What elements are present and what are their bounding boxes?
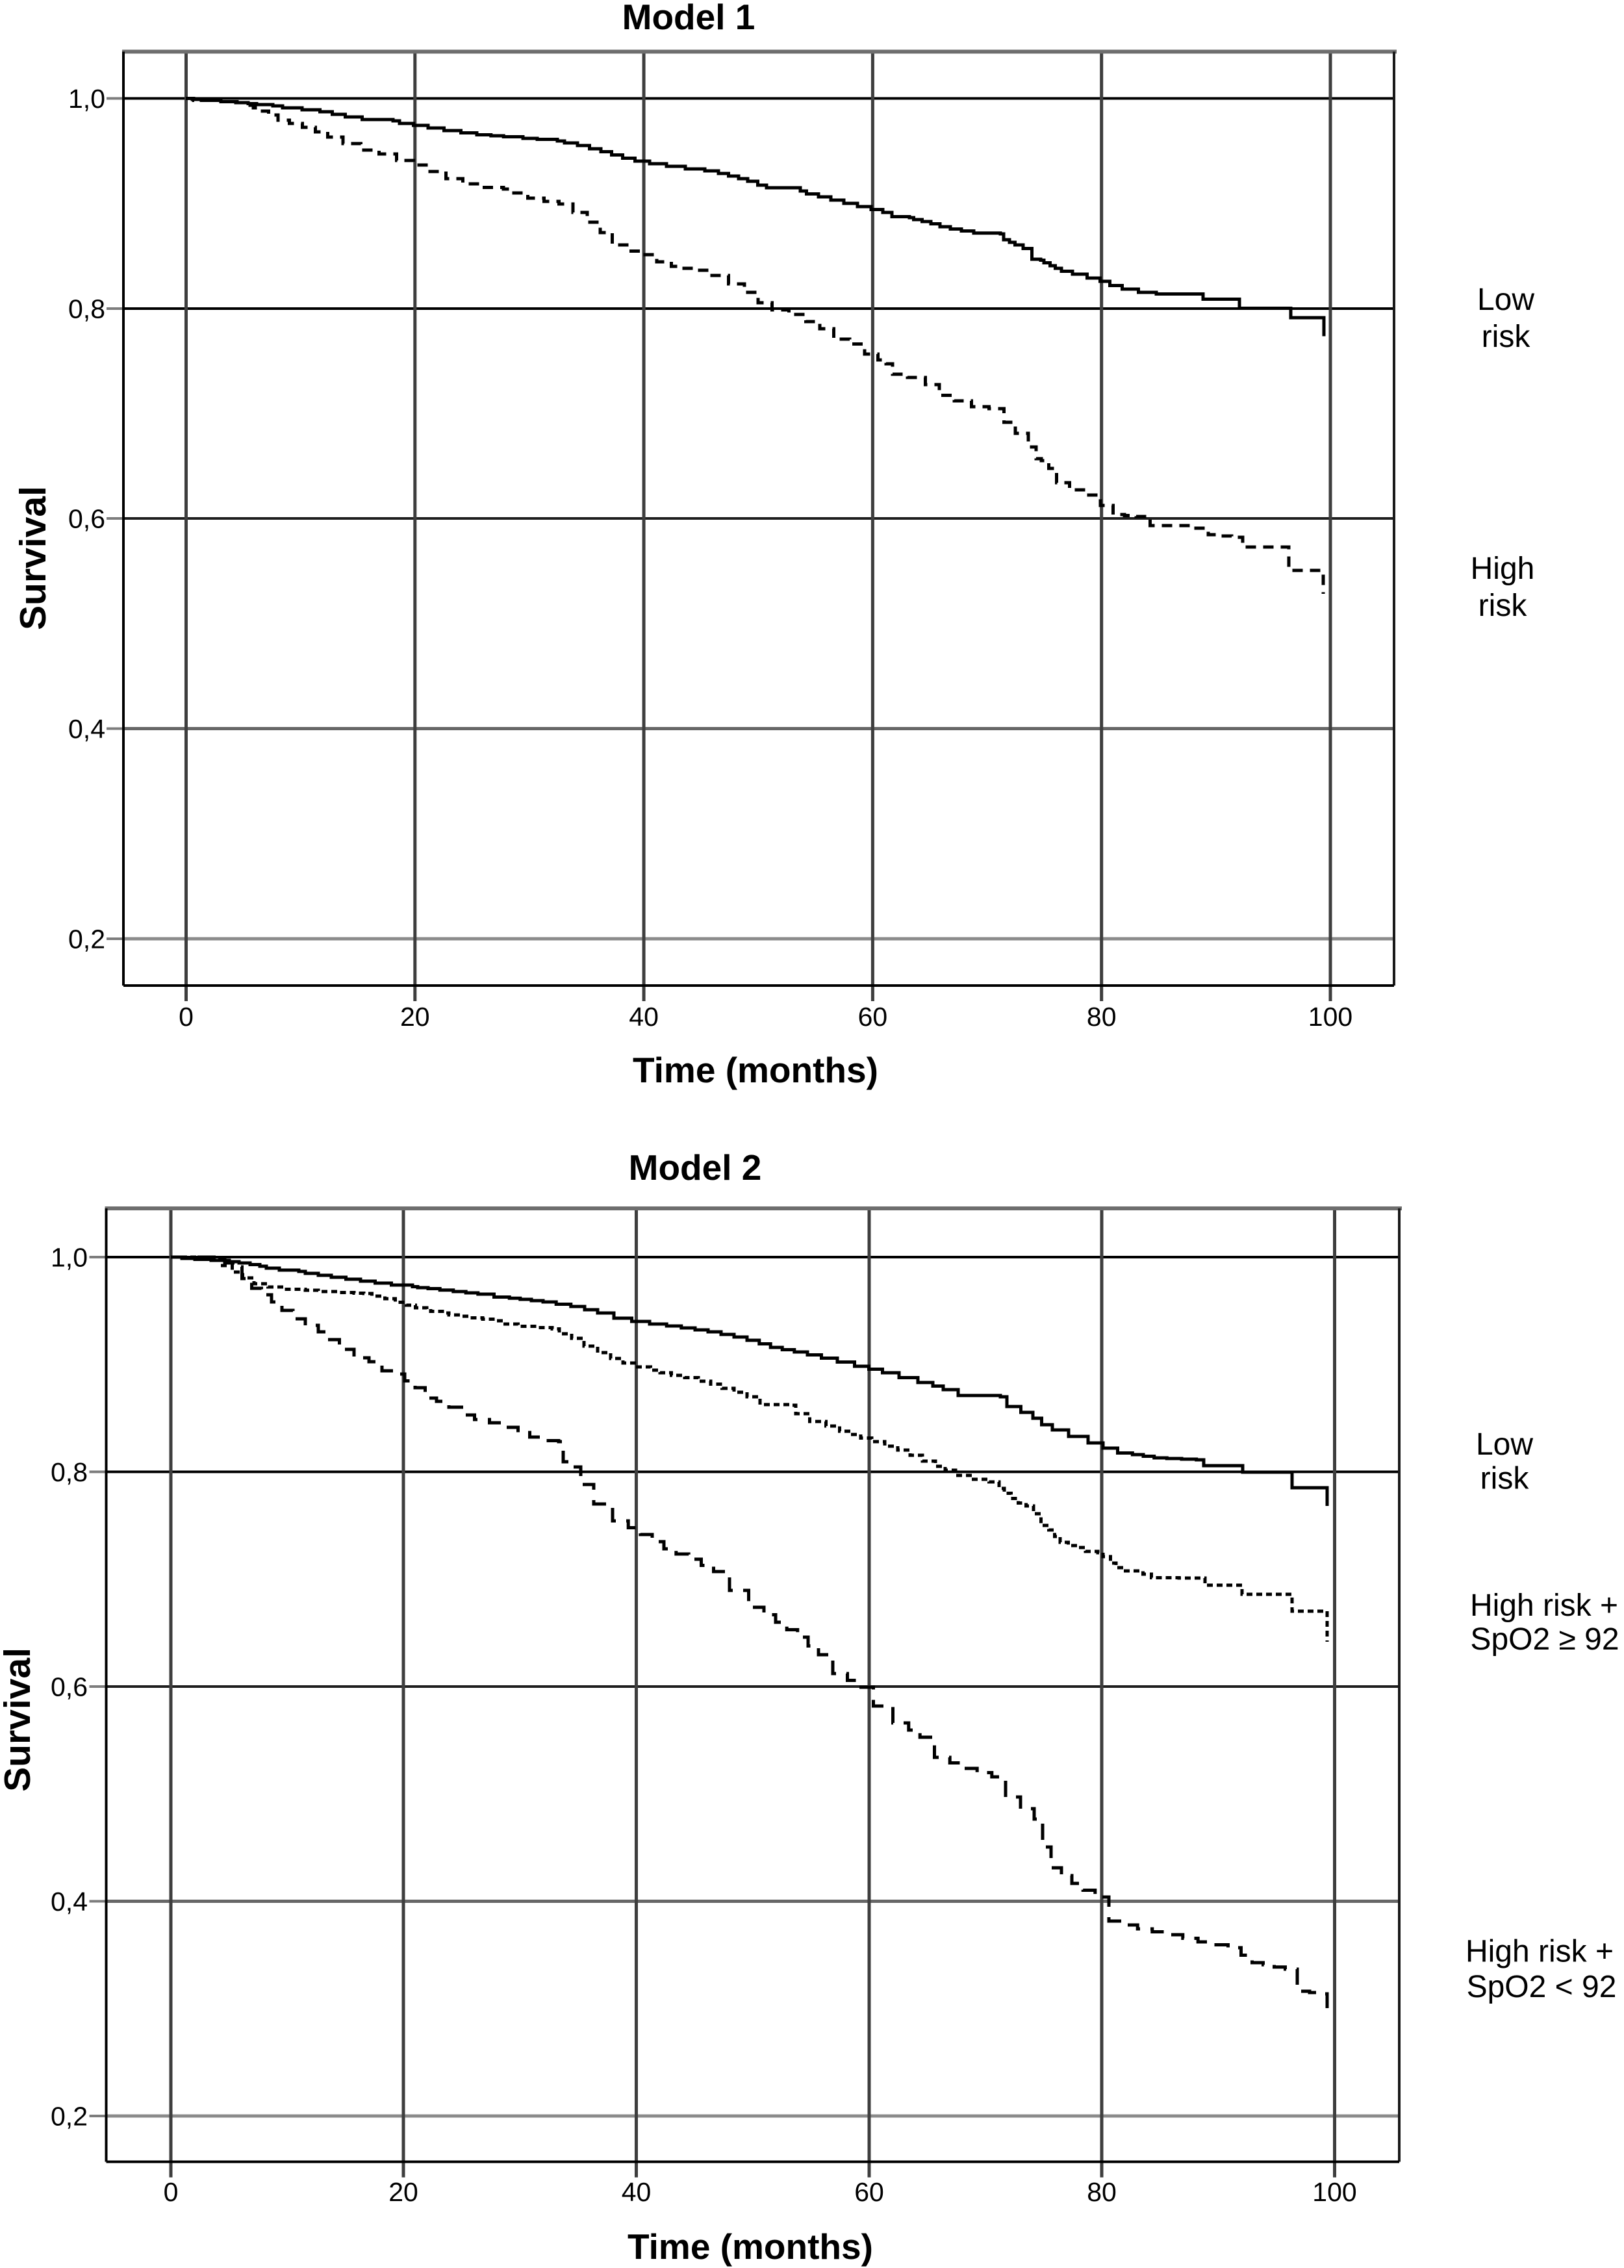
svg-text:0,8: 0,8 <box>51 1457 88 1487</box>
svg-text:risk: risk <box>1478 589 1528 623</box>
svg-text:0: 0 <box>164 2177 179 2207</box>
svg-text:0,2: 0,2 <box>68 924 105 954</box>
svg-text:Model 1: Model 1 <box>622 0 755 37</box>
svg-text:Time (months): Time (months) <box>628 2226 873 2267</box>
svg-text:40: 40 <box>629 1002 659 1032</box>
svg-text:0,6: 0,6 <box>68 504 105 534</box>
svg-text:0,4: 0,4 <box>68 714 105 744</box>
svg-text:0,8: 0,8 <box>68 294 105 324</box>
svg-text:High risk +: High risk + <box>1465 1935 1614 1969</box>
svg-text:Time (months): Time (months) <box>633 1050 878 1090</box>
svg-text:20: 20 <box>400 1002 430 1032</box>
svg-text:40: 40 <box>622 2177 652 2207</box>
svg-text:1,0: 1,0 <box>51 1243 88 1273</box>
svg-text:0: 0 <box>179 1002 194 1032</box>
svg-text:Model 2: Model 2 <box>629 1147 762 1188</box>
svg-text:SpO2 ≥ 92: SpO2 ≥ 92 <box>1470 1622 1619 1657</box>
svg-text:Survival: Survival <box>0 1648 38 1792</box>
svg-text:Survival: Survival <box>12 486 54 630</box>
svg-text:80: 80 <box>1087 1002 1117 1032</box>
svg-text:1,0: 1,0 <box>68 84 105 114</box>
svg-text:0,6: 0,6 <box>51 1672 88 1702</box>
svg-text:SpO2 < 92: SpO2 < 92 <box>1467 1970 1617 2004</box>
svg-text:80: 80 <box>1087 2177 1117 2207</box>
svg-text:60: 60 <box>854 2177 884 2207</box>
svg-text:20: 20 <box>388 2177 418 2207</box>
svg-text:risk: risk <box>1480 1462 1530 1496</box>
svg-text:60: 60 <box>858 1002 888 1032</box>
svg-text:0,4: 0,4 <box>51 1887 88 1917</box>
svg-text:100: 100 <box>1308 1002 1352 1032</box>
svg-text:0,2: 0,2 <box>51 2102 88 2132</box>
svg-text:risk: risk <box>1482 320 1531 354</box>
svg-text:Low: Low <box>1476 1427 1533 1462</box>
svg-text:Low: Low <box>1477 283 1534 317</box>
svg-text:High: High <box>1471 552 1535 586</box>
svg-text:100: 100 <box>1312 2177 1356 2207</box>
svg-text:High risk +: High risk + <box>1470 1588 1618 1623</box>
